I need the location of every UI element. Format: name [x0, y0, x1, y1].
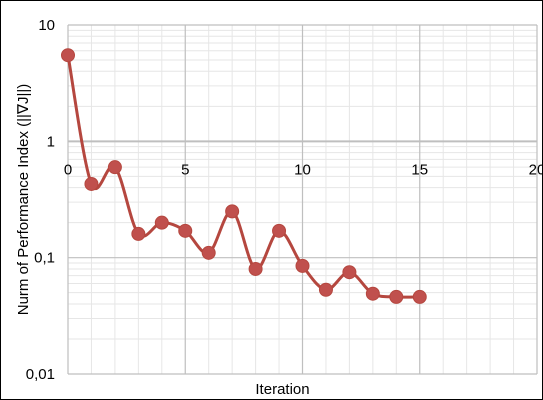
data-point: [107, 160, 122, 175]
y-tick-label: 1: [47, 133, 55, 150]
data-point: [84, 176, 99, 191]
data-point: [131, 226, 146, 241]
data-point: [318, 282, 333, 297]
y-tick-label: 0,01: [26, 366, 55, 383]
major-grid: [67, 24, 538, 375]
data-point: [201, 245, 216, 260]
data-point: [154, 215, 169, 230]
y-tick-label: 10: [38, 17, 55, 34]
x-axis-title: Iteration: [255, 381, 309, 398]
data-point: [295, 258, 310, 273]
x-tick-label: 10: [294, 161, 311, 178]
x-tick-label: 5: [181, 161, 189, 178]
data-point: [389, 289, 404, 304]
data-point: [272, 223, 287, 238]
data-point: [248, 261, 263, 276]
x-tick-label: 0: [64, 161, 72, 178]
y-tick-labels: 0,01 0,1 1 10: [26, 17, 55, 383]
x-tick-labels: 0 5 10 15 20: [64, 161, 542, 178]
series-markers: [61, 48, 427, 304]
data-point: [225, 204, 240, 219]
data-point: [342, 265, 357, 280]
y-tick-label: 0,1: [34, 250, 55, 267]
x-tick-label: 20: [529, 161, 542, 178]
data-point: [178, 223, 193, 238]
y-axis-title: Nurm of Performance Index (||∇J||): [15, 84, 32, 316]
data-point: [61, 48, 75, 63]
x-tick-label: 15: [411, 161, 428, 178]
data-point: [412, 289, 427, 304]
data-point: [365, 286, 380, 301]
